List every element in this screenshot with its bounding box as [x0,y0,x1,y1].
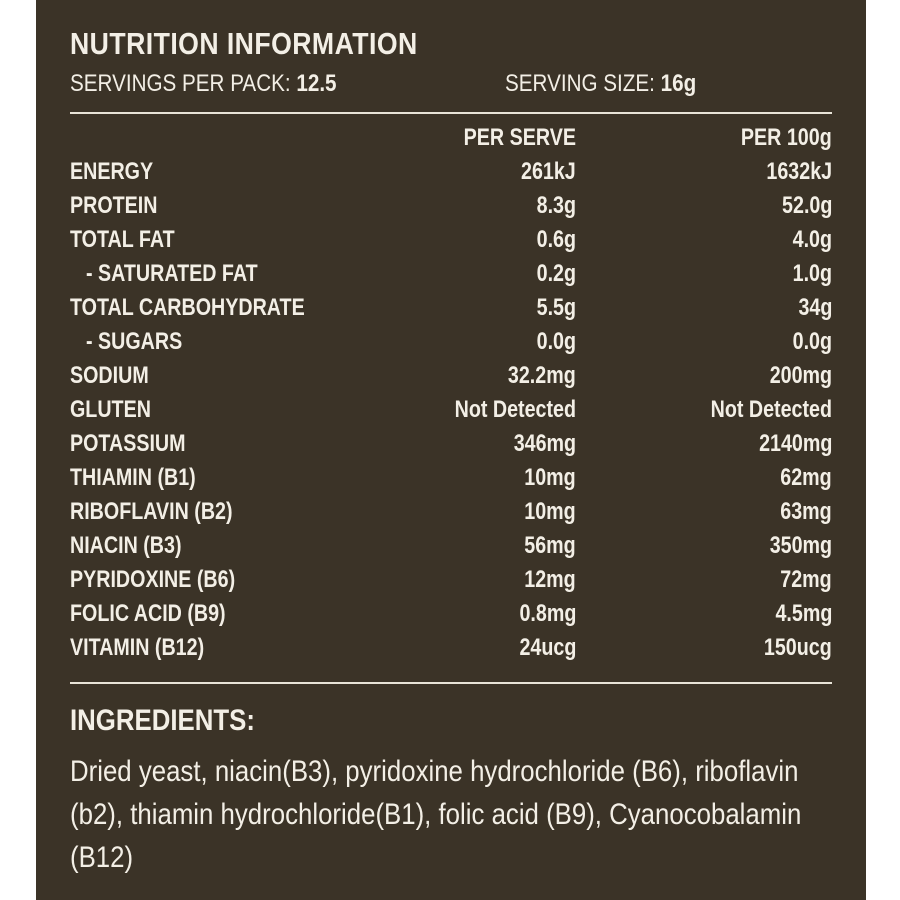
per-100g-value: 150ucg [764,634,832,661]
per-100g-value: 1.0g [792,260,832,287]
divider-bottom [70,682,832,684]
per-100g-value: 4.5mg [775,600,832,627]
table-row: - SUGARS 0.0g 0.0g [70,324,832,358]
nutrient-name: SODIUM [70,362,149,389]
table-header-row: PER SERVE PER 100g [70,120,832,154]
table-row: TOTAL FAT 0.6g 4.0g [70,222,832,256]
per-100g-value: 52.0g [781,192,832,219]
servings-line: SERVINGS PER PACK: 12.5 SERVING SIZE: 16… [70,70,830,104]
table-row: ENERGY 261kJ 1632kJ [70,154,832,188]
table-row: SODIUM 32.2mg 200mg [70,358,832,392]
ingredients-text: Dried yeast, niacin(B3), pyridoxine hydr… [70,750,827,879]
nutrient-name: TOTAL FAT [70,226,175,253]
table-row: PYRIDOXINE (B6) 12mg 72mg [70,562,832,596]
per-100g-value: 72mg [780,566,832,593]
column-header-per-100g: PER 100g [741,124,832,151]
nutrient-name: VITAMIN (B12) [70,634,205,661]
per-100g-value: 34g [798,294,832,321]
nutrient-name: THIAMIN (B1) [70,464,196,491]
per-serve-value: 5.5g [536,294,576,321]
per-serve-value: 12mg [524,566,576,593]
per-serve-value: 0.0g [536,328,576,355]
per-100g-value: 200mg [769,362,832,389]
nutrient-name: FOLIC ACID (B9) [70,600,226,627]
nutrient-name: ENERGY [70,158,154,185]
table-row: FOLIC ACID (B9) 0.8mg 4.5mg [70,596,832,630]
per-serve-value: 10mg [524,498,576,525]
nutrient-name: - SUGARS [86,328,183,355]
nutrient-name: POTASSIUM [70,430,186,457]
table-row: NIACIN (B3) 56mg 350mg [70,528,832,562]
table-row: POTASSIUM 346mg 2140mg [70,426,832,460]
ingredients-title: INGREDIENTS: [70,704,255,737]
per-100g-value: 63mg [780,498,832,525]
per-100g-value: 0.0g [792,328,832,355]
per-100g-value: 1632kJ [766,158,832,185]
per-serve-value: 261kJ [521,158,576,185]
ingredients-line: (b2), thiamin hydrochloride(B1), folic a… [70,798,802,831]
per-serve-value: 0.2g [536,260,576,287]
table-row: GLUTEN Not Detected Not Detected [70,392,832,426]
table-row: RIBOFLAVIN (B2) 10mg 63mg [70,494,832,528]
table-row: TOTAL CARBOHYDRATE 5.5g 34g [70,290,832,324]
ingredients-line: Dried yeast, niacin(B3), pyridoxine hydr… [70,755,799,788]
table-row: VITAMIN (B12) 24ucg 150ucg [70,630,832,664]
nutrient-name: PYRIDOXINE (B6) [70,566,236,593]
serving-size: SERVING SIZE: 16g [505,70,696,98]
divider-top [70,112,832,114]
nutrient-name: PROTEIN [70,192,158,219]
nutrition-panel: NUTRITION INFORMATION SERVINGS PER PACK:… [36,0,866,900]
nutrient-name: TOTAL CARBOHYDRATE [70,294,305,321]
nutrient-name: NIACIN (B3) [70,532,182,559]
serving-size-value: 16g [660,70,697,97]
per-100g-value: 4.0g [792,226,832,253]
servings-per-pack-value: 12.5 [296,70,337,97]
table-row: THIAMIN (B1) 10mg 62mg [70,460,832,494]
column-header-per-serve: PER SERVE [463,124,576,151]
per-serve-value: 0.6g [536,226,576,253]
panel-title: NUTRITION INFORMATION [70,26,418,61]
ingredients-line: (B12) [70,841,134,874]
serving-size-label: SERVING SIZE: [505,70,655,97]
nutrient-name: - SATURATED FAT [86,260,258,287]
per-serve-value: 32.2mg [508,362,576,389]
table-row: PROTEIN 8.3g 52.0g [70,188,832,222]
per-serve-value: 56mg [524,532,576,559]
per-100g-value: 2140mg [758,430,832,457]
per-100g-value: Not Detected [710,396,832,423]
table-row: - SATURATED FAT 0.2g 1.0g [70,256,832,290]
nutrition-table: PER SERVE PER 100g ENERGY 261kJ 1632kJ P… [70,120,832,664]
per-100g-value: 350mg [769,532,832,559]
nutrient-name: RIBOFLAVIN (B2) [70,498,233,525]
per-100g-value: 62mg [780,464,832,491]
per-serve-value: 8.3g [536,192,576,219]
servings-per-pack-label: SERVINGS PER PACK: [70,70,291,97]
servings-per-pack: SERVINGS PER PACK: 12.5 [70,70,337,98]
per-serve-value: 346mg [513,430,576,457]
per-serve-value: 0.8mg [519,600,576,627]
per-serve-value: 24ucg [519,634,576,661]
nutrient-name: GLUTEN [70,396,151,423]
per-serve-value: Not Detected [454,396,576,423]
per-serve-value: 10mg [524,464,576,491]
